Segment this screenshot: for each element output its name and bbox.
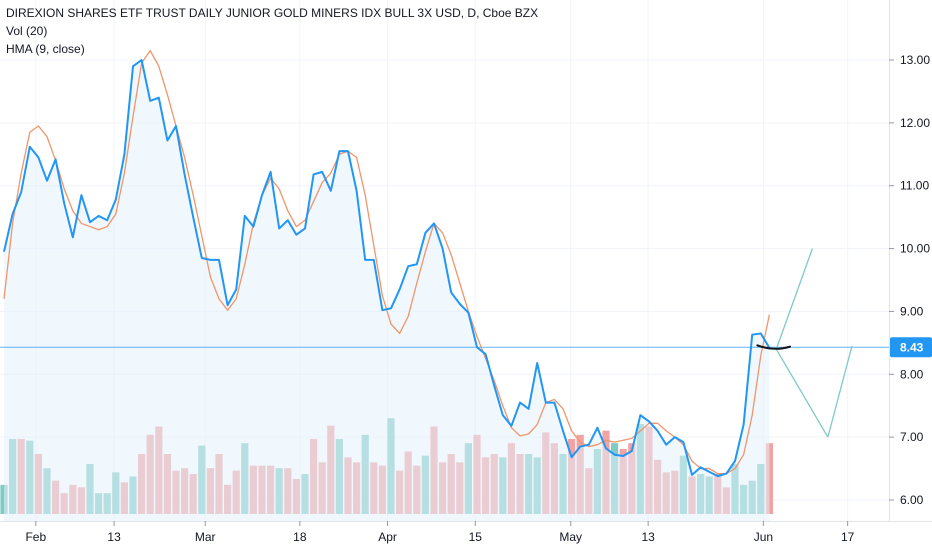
last-price-badge: 8.43 bbox=[890, 337, 932, 358]
time-tick-label: 13 bbox=[641, 530, 655, 544]
last-price-badge-text: 8.43 bbox=[900, 340, 924, 354]
projection-line[interactable] bbox=[775, 248, 814, 350]
price-tick-label: 11.00 bbox=[900, 179, 929, 193]
drawings[interactable] bbox=[756, 248, 853, 438]
projection-line[interactable] bbox=[827, 345, 853, 438]
close-area-fill bbox=[4, 60, 770, 521]
time-tick-label: 13 bbox=[107, 530, 121, 544]
volume-bar bbox=[0, 484, 8, 514]
price-tick-label: 9.00 bbox=[900, 304, 924, 318]
price-tick-label: 10.00 bbox=[900, 242, 930, 256]
time-tick-label: Jun bbox=[754, 530, 773, 544]
chart-legend: DIREXION SHARES ETF TRUST DAILY JUNIOR G… bbox=[6, 4, 538, 58]
price-tick-label: 8.00 bbox=[900, 367, 924, 381]
time-tick-label: 18 bbox=[293, 530, 307, 544]
time-tick-label: Feb bbox=[25, 530, 46, 544]
price-tick-label: 13.00 bbox=[900, 53, 930, 67]
time-tick-label: May bbox=[559, 530, 582, 544]
close-line bbox=[3, 59, 771, 478]
drawn-curve[interactable] bbox=[756, 344, 792, 350]
legend-hma: HMA (9, close) bbox=[6, 42, 85, 56]
price-tick-label: 6.00 bbox=[900, 493, 924, 507]
time-tick-label: Mar bbox=[195, 530, 216, 544]
time-tick-label: 15 bbox=[469, 530, 483, 544]
projection-line[interactable] bbox=[775, 348, 829, 438]
legend-volume: Vol (20) bbox=[6, 24, 48, 38]
time-tick-label: 17 bbox=[841, 530, 855, 544]
series-lines bbox=[0, 49, 889, 478]
legend-title: DIREXION SHARES ETF TRUST DAILY JUNIOR G… bbox=[6, 6, 539, 20]
price-area bbox=[4, 60, 770, 521]
price-tick-label: 7.00 bbox=[900, 430, 924, 444]
time-tick-label: Apr bbox=[378, 530, 397, 544]
price-tick-label: 12.00 bbox=[900, 116, 930, 130]
last-price-badge-bg bbox=[890, 337, 932, 358]
